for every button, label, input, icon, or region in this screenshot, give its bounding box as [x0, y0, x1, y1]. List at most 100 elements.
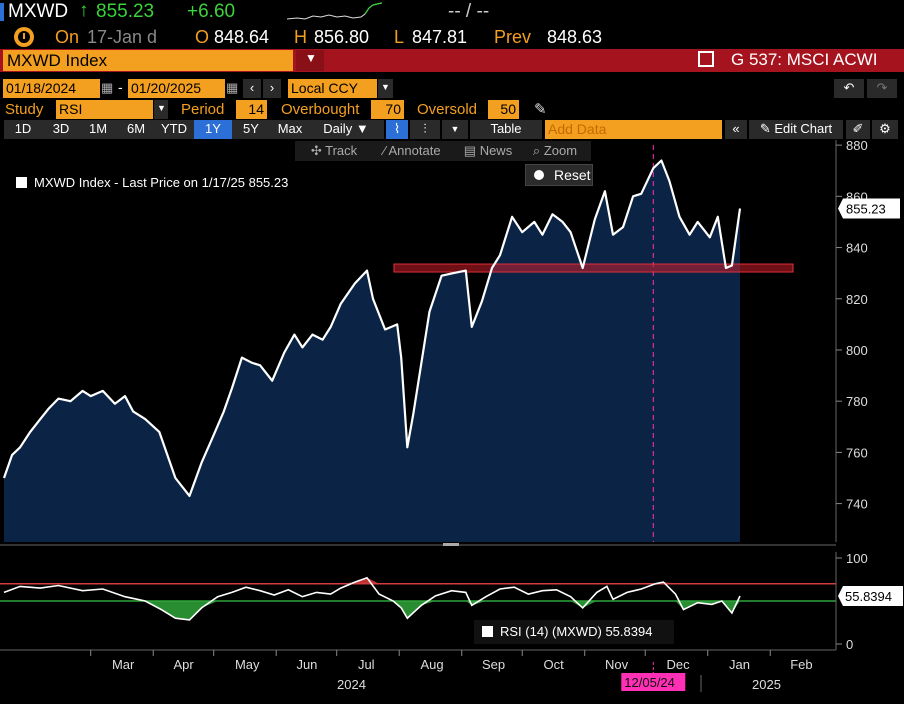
range-1m-button[interactable]: 1M [88, 121, 108, 136]
last-price: 855.23 [96, 1, 155, 22]
reset-label: Reset [554, 167, 591, 183]
gear-icon[interactable]: ⚙ [872, 120, 898, 139]
price-line [2, 159, 742, 497]
price-change: +6.60 [187, 1, 236, 22]
ticker-marker [0, 3, 4, 21]
range-6m-button[interactable]: 6M [126, 121, 146, 136]
pencil-icon[interactable]: ✎ [534, 101, 547, 118]
security-name: MXWD Index [7, 51, 108, 70]
period-label: Period [181, 101, 225, 118]
annotate-tool[interactable]: ⁄ Annotate [383, 143, 441, 158]
oversold-input[interactable]: 50 [488, 100, 519, 119]
track-label: Track [325, 143, 358, 158]
ticker-bar: MXWD ↑ 855.23 +6.60 -- / -- [0, 0, 904, 24]
chevron-down-icon: ▼ [305, 51, 317, 65]
year-label: 2025 [752, 677, 781, 692]
y-tick-label: 760 [846, 445, 868, 460]
x-tick-label: Feb [790, 657, 812, 672]
study-select[interactable]: RSI [56, 100, 153, 119]
y-tick-label: 780 [846, 394, 868, 409]
track-tool[interactable]: ✣ Track [310, 143, 358, 158]
highlight-date-tag [621, 673, 686, 691]
start-date-input[interactable]: 01/18/2024 [3, 79, 100, 98]
next-period-button[interactable]: › [263, 79, 281, 98]
year-label: 2024 [337, 677, 366, 692]
news-label: News [479, 143, 513, 158]
low-value: 847.81 [412, 27, 468, 47]
news-tool[interactable]: ▤ News [463, 143, 513, 158]
edit-chart-label: Edit Chart [774, 121, 833, 136]
y-tick-label: 800 [846, 343, 868, 358]
line-chart-icon[interactable]: ⌇ [386, 120, 408, 139]
x-tick-label: Jul [358, 657, 375, 672]
overbought-label: Overbought [281, 101, 360, 118]
reset-icon [534, 170, 544, 180]
study-dropdown[interactable]: ▼ [154, 100, 168, 119]
add-data-placeholder: Add Data [548, 121, 607, 137]
rsi-last-tag [838, 585, 903, 606]
frequency-select[interactable]: Daily ▼ [313, 120, 379, 139]
high-value: 856.80 [314, 27, 370, 47]
security-dropdown[interactable]: ▼ [296, 50, 324, 71]
x-tick-label: Sep [482, 657, 505, 672]
range-3d-button[interactable]: 3D [52, 121, 70, 136]
add-data-input[interactable]: Add Data [545, 120, 722, 139]
x-tick-label: Oct [543, 657, 564, 672]
table-label: Table [490, 121, 522, 136]
rsi-legend: RSI (14) (MXWD) 55.8394 [474, 620, 674, 644]
end-date-input[interactable]: 01/20/2025 [128, 79, 225, 98]
range-1y-button[interactable]: 1Y [194, 120, 232, 139]
x-tick-label: Nov [605, 657, 629, 672]
low-label: L [394, 27, 405, 47]
period-input[interactable]: 14 [236, 100, 267, 119]
chevron-down-icon: ▼ [157, 103, 166, 113]
rsi-y-tick-label: 0 [846, 637, 853, 652]
popout-icon[interactable] [698, 51, 714, 67]
overbought-value: 70 [385, 101, 401, 117]
function-title: G 537: MSCI ACWI [731, 50, 878, 69]
collapse-icon[interactable]: « [725, 120, 747, 139]
range-5y-button[interactable]: 5Y [243, 121, 259, 136]
edit-icon[interactable]: ✐ [846, 120, 870, 139]
on-label: On [55, 27, 80, 47]
rsi-last-label: 55.8394 [845, 589, 892, 604]
clock-icon [14, 27, 34, 47]
currency-dropdown[interactable]: ▼ [378, 79, 393, 98]
overbought-input[interactable]: 70 [371, 100, 404, 119]
price-area [4, 160, 740, 542]
zoom-tool[interactable]: ⌕ Zoom [532, 143, 578, 158]
chart-type-dropdown[interactable]: ▼ [442, 120, 468, 139]
calendar-icon[interactable]: ▦ [226, 80, 239, 95]
x-tick-label: Dec [666, 657, 690, 672]
range-ytd-button[interactable]: YTD [161, 121, 187, 136]
security-bar: MXWD Index ▼ G 537: MSCI ACWI [0, 49, 904, 72]
oversold-value: 50 [500, 101, 516, 117]
bar-chart-icon[interactable]: ⫶ [410, 120, 440, 139]
range-toolbar: 1D 3D 1M 6M YTD 1Y 5Y Max Daily ▼ ⌇ ⫶ ▼ Table A… [0, 120, 904, 140]
currency-select[interactable]: Local CCY [288, 79, 377, 98]
redo-button[interactable]: ↷ [867, 79, 897, 98]
study-value: RSI [59, 101, 83, 117]
table-button[interactable]: Table [470, 120, 542, 139]
prev-value: 848.63 [547, 27, 603, 47]
range-1d-button[interactable]: 1D [14, 121, 32, 136]
calendar-icon[interactable]: ▦ [101, 80, 114, 95]
edit-chart-button[interactable]: ✎ Edit Chart [749, 120, 843, 139]
open-label: O [195, 27, 210, 47]
prev-period-button[interactable]: ‹ [243, 79, 261, 98]
range-max-button[interactable]: Max [277, 121, 303, 136]
bid-ask: -- / -- [448, 1, 490, 22]
y-tick-label: 840 [846, 241, 868, 256]
reset-button[interactable]: Reset [525, 164, 593, 186]
undo-button[interactable]: ↶ [834, 79, 864, 98]
sparkline-icon [287, 2, 382, 20]
x-tick-label: Apr [173, 657, 194, 672]
security-field[interactable]: MXWD Index [3, 50, 293, 71]
end-date-value: 01/20/2025 [131, 80, 202, 96]
ticker-symbol: MXWD [8, 1, 69, 22]
rsi-line [3, 576, 741, 621]
annotate-label: Annotate [388, 143, 441, 158]
splitter-handle[interactable] [443, 543, 459, 546]
